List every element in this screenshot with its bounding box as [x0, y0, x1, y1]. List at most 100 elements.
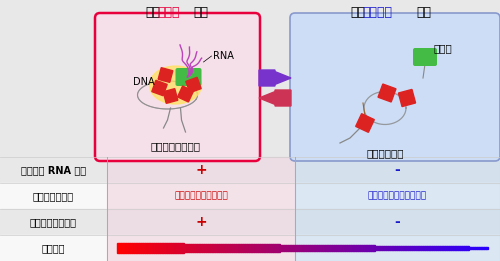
FancyBboxPatch shape — [95, 13, 260, 161]
Bar — [434, 246, 436, 250]
Ellipse shape — [150, 66, 202, 104]
Text: 状態: 状態 — [416, 5, 431, 19]
Bar — [190, 244, 191, 252]
Bar — [412, 246, 414, 250]
Bar — [169, 243, 171, 253]
Bar — [247, 244, 248, 252]
Text: 状態: 状態 — [194, 5, 208, 19]
FancyBboxPatch shape — [290, 13, 500, 161]
Bar — [238, 244, 240, 252]
Bar — [304, 245, 306, 251]
Polygon shape — [378, 84, 396, 102]
Bar — [162, 243, 164, 253]
Bar — [230, 244, 232, 252]
Bar — [486, 247, 488, 249]
Bar — [198, 244, 200, 252]
Text: 転写不活性化状態特当的: 転写不活性化状態特当的 — [368, 192, 427, 200]
Bar — [300, 245, 302, 251]
Polygon shape — [152, 80, 167, 96]
Polygon shape — [259, 70, 291, 86]
Bar — [212, 244, 214, 252]
Text: 活性化: 活性化 — [158, 5, 180, 19]
Text: +: + — [195, 215, 207, 229]
Bar — [140, 243, 141, 253]
Bar — [224, 244, 226, 252]
Bar — [107, 235, 295, 261]
Bar — [444, 246, 446, 250]
Bar — [380, 246, 382, 251]
Bar — [352, 245, 354, 251]
Bar — [195, 244, 197, 252]
Bar — [191, 244, 193, 252]
Bar — [310, 245, 312, 251]
Bar — [340, 245, 342, 251]
Bar — [264, 244, 266, 252]
Bar — [124, 243, 126, 253]
Bar — [276, 245, 278, 252]
Text: -: - — [394, 215, 400, 229]
Bar — [295, 209, 500, 235]
Bar — [274, 245, 276, 252]
Bar — [120, 243, 122, 253]
Bar — [430, 246, 432, 250]
Text: タンパク質の集積: タンパク質の集積 — [150, 141, 200, 151]
FancyBboxPatch shape — [176, 68, 202, 86]
Bar — [228, 244, 230, 252]
Bar — [480, 247, 482, 249]
Bar — [150, 243, 152, 253]
Bar — [432, 246, 434, 250]
Bar — [442, 246, 444, 250]
Bar — [401, 246, 402, 250]
Bar — [475, 247, 477, 250]
Bar — [416, 246, 418, 250]
Bar — [418, 246, 420, 250]
Bar — [256, 244, 258, 252]
Bar — [376, 246, 378, 251]
Bar — [165, 243, 167, 253]
Bar — [148, 243, 150, 253]
Bar — [143, 243, 145, 253]
Bar — [152, 243, 154, 253]
Bar — [451, 246, 453, 250]
Bar — [240, 244, 242, 252]
Bar — [472, 247, 473, 250]
Bar — [414, 246, 416, 250]
Bar — [394, 246, 395, 250]
Bar — [397, 246, 399, 250]
Bar — [295, 235, 500, 261]
Text: +: + — [195, 163, 207, 177]
Bar — [222, 244, 224, 252]
Bar — [454, 246, 456, 250]
Bar — [466, 246, 468, 250]
Bar — [436, 246, 438, 250]
Text: -: - — [394, 163, 400, 177]
Bar — [319, 245, 321, 251]
Bar — [271, 244, 273, 252]
Bar — [164, 243, 165, 253]
Bar — [427, 246, 428, 250]
Text: 転写: 転写 — [146, 5, 160, 19]
Bar — [282, 245, 284, 251]
Bar — [269, 244, 271, 252]
Bar — [132, 243, 134, 253]
Bar — [456, 246, 458, 250]
Bar — [354, 245, 356, 251]
Bar — [126, 243, 128, 253]
Bar — [425, 246, 427, 250]
Bar — [326, 245, 328, 251]
Bar — [408, 246, 410, 250]
Text: 遣伝子: 遣伝子 — [434, 43, 452, 53]
Text: 粘性環境: 粘性環境 — [42, 243, 65, 253]
Bar — [286, 245, 288, 251]
Polygon shape — [356, 114, 374, 132]
Bar — [332, 245, 334, 251]
Bar — [136, 243, 138, 253]
Bar — [273, 245, 274, 252]
Bar — [292, 245, 293, 251]
Polygon shape — [163, 89, 178, 103]
Bar — [262, 244, 264, 252]
Text: エンハンサー: エンハンサー — [366, 148, 404, 158]
Bar — [236, 244, 238, 252]
FancyBboxPatch shape — [413, 48, 437, 66]
Bar — [293, 245, 295, 251]
